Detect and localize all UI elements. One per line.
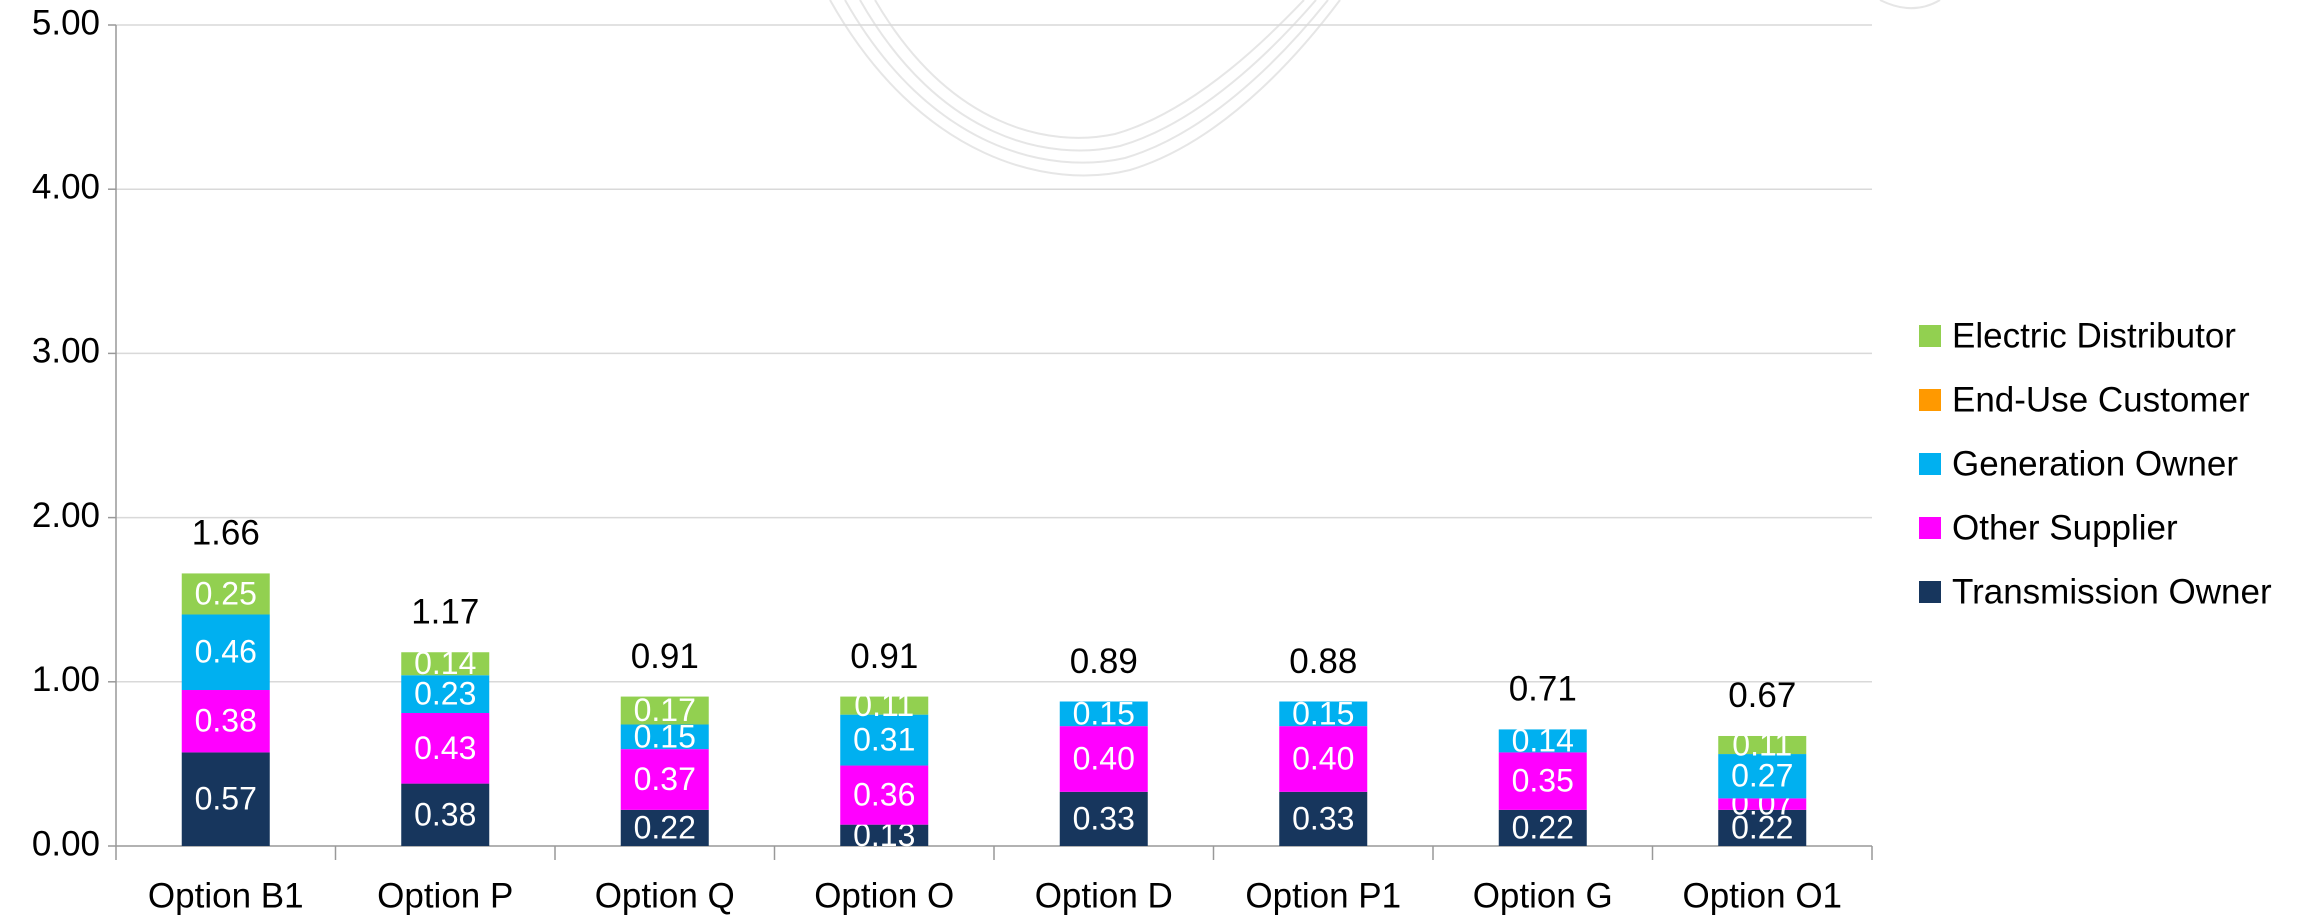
data-label: 0.36 — [853, 777, 915, 813]
legend-swatch — [1919, 453, 1941, 475]
data-label: 0.46 — [195, 634, 257, 670]
legend-label: Electric Distributor — [1952, 316, 2236, 355]
y-tick-label: 0.00 — [32, 824, 100, 863]
x-tick-label: Option G — [1473, 876, 1613, 915]
x-tick-label: Option B1 — [148, 876, 304, 915]
page: 0.00 1.00 2.00 3.00 4.00 5.00 Option B1 0.57 0.3… — [0, 0, 2300, 922]
data-label: 0.22 — [1512, 809, 1574, 845]
data-label: 0.17 — [634, 692, 696, 728]
x-tick-label: Option D — [1035, 876, 1173, 915]
x-tick-label: Option O — [814, 876, 954, 915]
legend-label: Generation Owner — [1952, 444, 2238, 483]
x-tick-label: Option P1 — [1245, 876, 1401, 915]
x-tick-label: Option Q — [595, 876, 735, 915]
data-label: 0.25 — [195, 575, 257, 611]
data-label: 0.14 — [1512, 722, 1574, 758]
data-label: 0.11 — [1732, 726, 1792, 762]
legend-swatch — [1919, 517, 1941, 539]
data-label: 0.15 — [1073, 695, 1135, 731]
y-tick-label: 5.00 — [32, 3, 100, 42]
chart: 0.00 1.00 2.00 3.00 4.00 5.00 Option B1 0.57 0.3… — [0, 0, 2300, 922]
data-label: 0.40 — [1073, 740, 1135, 776]
data-label: 0.11 — [854, 687, 914, 723]
data-label: 0.38 — [195, 703, 257, 739]
legend-label: Other Supplier — [1952, 508, 2178, 547]
data-label: 0.38 — [414, 796, 476, 832]
total-label: 0.91 — [631, 637, 699, 676]
y-tick-label: 2.00 — [32, 496, 100, 535]
total-label: 0.88 — [1289, 642, 1357, 681]
total-label: 0.91 — [850, 637, 918, 676]
data-label: 0.22 — [634, 809, 696, 845]
data-label: 0.14 — [414, 645, 476, 681]
legend-swatch — [1919, 325, 1941, 347]
data-label: 0.15 — [1292, 695, 1354, 731]
y-tick-label: 4.00 — [32, 167, 100, 206]
data-label: 0.40 — [1292, 740, 1354, 776]
data-label: 0.33 — [1073, 800, 1135, 836]
total-label: 1.66 — [192, 514, 260, 553]
watermark — [830, 0, 1940, 175]
x-tick-label: Option P — [377, 876, 513, 915]
data-label: 0.35 — [1512, 763, 1574, 799]
legend-label: End-Use Customer — [1952, 380, 2250, 419]
legend-label: Transmission Owner — [1952, 572, 2272, 611]
y-tick-label: 1.00 — [32, 660, 100, 699]
total-label: 0.67 — [1728, 676, 1796, 715]
total-label: 1.17 — [411, 592, 479, 631]
data-label: 0.57 — [195, 781, 257, 817]
x-tick-label: Option O1 — [1682, 876, 1842, 915]
data-label: 0.33 — [1292, 800, 1354, 836]
legend-swatch — [1919, 581, 1941, 603]
data-label: 0.37 — [634, 761, 696, 797]
total-label: 0.71 — [1509, 670, 1577, 709]
total-label: 0.89 — [1070, 642, 1138, 681]
legend-swatch — [1919, 389, 1941, 411]
data-label: 0.27 — [1731, 758, 1793, 794]
data-label: 0.43 — [414, 730, 476, 766]
data-label: 0.31 — [853, 722, 915, 758]
y-tick-label: 3.00 — [32, 332, 100, 371]
